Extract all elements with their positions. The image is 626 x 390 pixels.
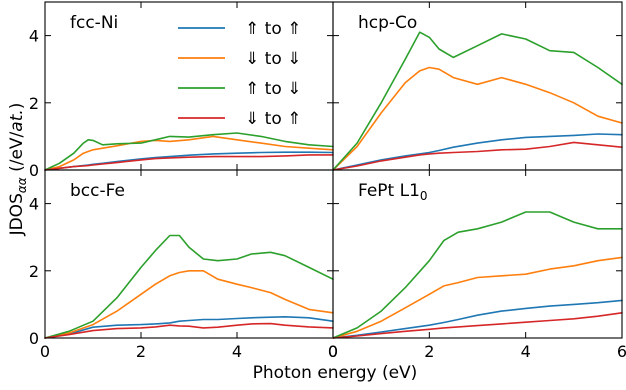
legend-entry-up-to-up: ⇑ to ⇑	[245, 19, 301, 39]
series-line-up-to-up	[332, 133, 623, 171]
panel-hcp-co: hcp-Co	[332, 1, 623, 171]
x-tick-label: 4	[232, 342, 242, 361]
series-line-down-to-up	[332, 141, 623, 171]
series-line-down-to-down	[44, 270, 334, 339]
panel-label: fcc-Ni	[70, 13, 118, 33]
series-line-up-to-down	[332, 211, 623, 339]
series-line-up-to-down	[44, 234, 334, 339]
series-line-down-to-up	[44, 322, 334, 339]
panel-label: bcc-Fe	[70, 181, 125, 201]
series-line-down-to-down	[332, 256, 623, 339]
panel-bcc-fe: 0 2 4 0 2 4 0 bcc-Fe	[29, 169, 338, 361]
y-axis-label-sub: αα	[15, 177, 29, 193]
y-tick-label: 4	[29, 195, 39, 214]
y-tick-label: 2	[29, 94, 39, 113]
panel-label-main: fcc-Ni	[70, 13, 118, 33]
series-line-up-to-down	[332, 31, 623, 171]
panel-frame	[332, 169, 623, 339]
x-tick-label: 0	[328, 342, 338, 361]
y-tick-label: 2	[29, 262, 39, 281]
series-line-up-to-down	[44, 132, 334, 171]
legend-entry-down-to-down: ⇓ to ⇓	[245, 49, 301, 69]
panel-label-main: FePt L1	[358, 181, 420, 201]
legend-entry-down-to-up: ⇓ to ⇑	[245, 109, 301, 129]
legend-entry-up-to-down: ⇑ to ⇓	[245, 79, 301, 99]
x-tick-label: 0	[40, 342, 50, 361]
panel-label: FePt L10	[358, 181, 428, 203]
series-line-up-to-up	[44, 316, 334, 339]
y-tick-label: 0	[29, 329, 39, 348]
panel-label: hcp-Co	[358, 13, 417, 33]
y-axis-label-close: )	[7, 103, 27, 110]
panel-label-main: hcp-Co	[358, 13, 417, 33]
y-axis-label-unit: (/eV/	[7, 131, 27, 177]
x-tick-label: 2	[424, 342, 434, 361]
series-line-up-to-up	[332, 299, 623, 339]
panel-label-subscript: 0	[420, 189, 428, 203]
y-axis-label-main: JDOS	[7, 193, 27, 236]
series-line-down-to-up	[44, 154, 334, 171]
x-tick-label: 2	[136, 342, 146, 361]
x-tick-label: 4	[521, 342, 531, 361]
y-tick-label: 0	[29, 161, 39, 180]
x-axis-label: Photon energy (eV)	[253, 363, 418, 383]
svg-text:JDOSαα (/eV/at.): JDOSαα (/eV/at.)	[7, 103, 29, 237]
series-line-up-to-up	[44, 151, 334, 171]
legend: ⇑ to ⇑ ⇓ to ⇓ ⇑ to ⇓ ⇓ to ⇑	[178, 19, 301, 129]
series-line-down-to-down	[332, 66, 623, 171]
series-line-down-to-up	[332, 312, 623, 339]
panels-group: 0 2 4 fcc-Ni hcp-Co 0 2 4 0 2 4 0 bcc-Fe 0 2 4 6 FePt L10	[29, 1, 626, 361]
y-axis-label: JDOSαα (/eV/at.)	[7, 103, 29, 237]
x-tick-label: 0	[328, 342, 338, 361]
y-tick-label: 4	[29, 27, 39, 46]
y-axis-label-unit-italic: at.	[7, 109, 27, 132]
panel-label-main: bcc-Fe	[70, 181, 125, 201]
x-tick-label: 6	[617, 342, 626, 361]
